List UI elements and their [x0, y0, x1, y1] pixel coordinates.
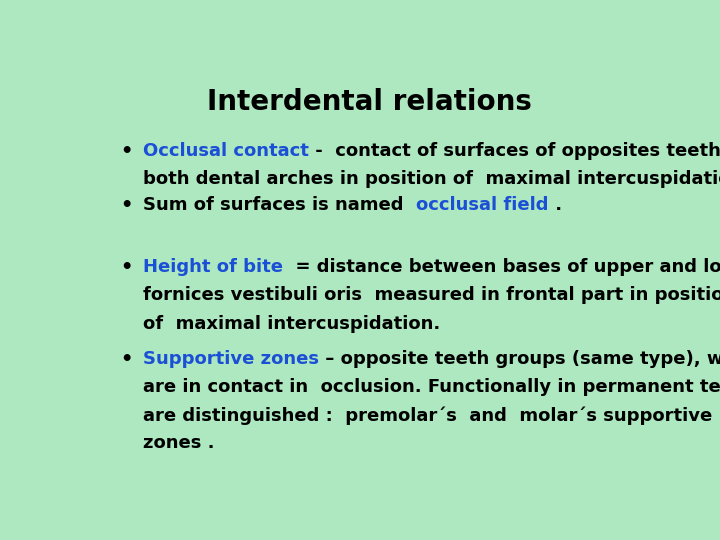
Text: – opposite teeth groups (same type), which: – opposite teeth groups (same type), whi…	[319, 349, 720, 368]
Text: are in contact in  occlusion. Functionally in permanent teeth: are in contact in occlusion. Functionall…	[143, 378, 720, 396]
Text: fornices vestibuli oris  measured in frontal part in position: fornices vestibuli oris measured in fron…	[143, 286, 720, 305]
Text: zones .: zones .	[143, 435, 215, 453]
Text: -  contact of surfaces of opposites teeth in: - contact of surfaces of opposites teeth…	[309, 141, 720, 160]
Text: Supportive zones: Supportive zones	[143, 349, 319, 368]
Text: are distinguished :  premolar´s  and  molar´s supportive: are distinguished : premolar´s and molar…	[143, 406, 712, 424]
Text: both dental arches in position of  maximal intercuspidation .: both dental arches in position of maxima…	[143, 170, 720, 188]
Text: Interdental relations: Interdental relations	[207, 87, 531, 116]
Text: •: •	[121, 349, 133, 369]
Text: .: .	[549, 196, 562, 214]
Text: •: •	[121, 196, 133, 215]
Text: Height of bite: Height of bite	[143, 258, 283, 276]
Text: of  maximal intercuspidation.: of maximal intercuspidation.	[143, 315, 440, 333]
Text: occlusal field: occlusal field	[416, 196, 549, 214]
Text: Sum of surfaces is named: Sum of surfaces is named	[143, 196, 416, 214]
Text: •: •	[121, 258, 133, 277]
Text: •: •	[121, 141, 133, 161]
Text: = distance between bases of upper and lower: = distance between bases of upper and lo…	[283, 258, 720, 276]
Text: Occlusal contact: Occlusal contact	[143, 141, 309, 160]
